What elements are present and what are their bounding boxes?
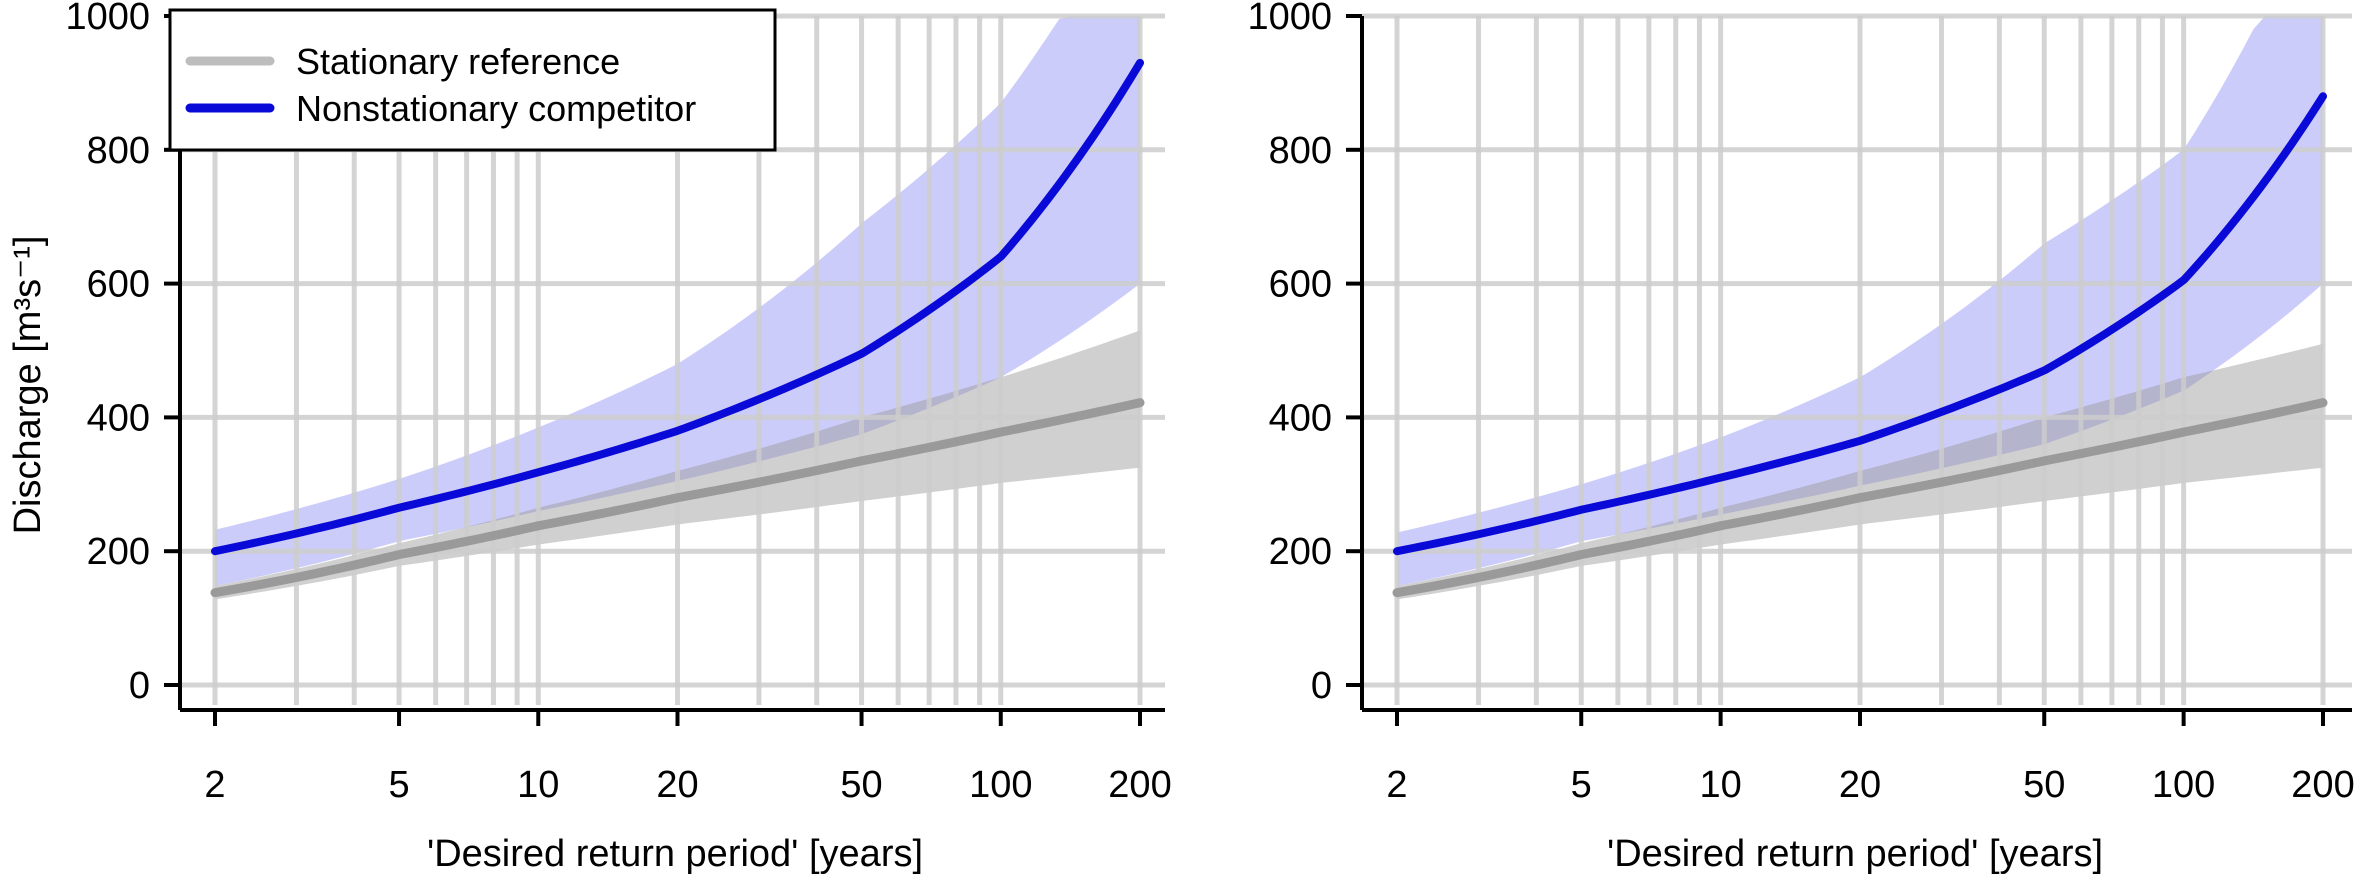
legend-label-stationary: Stationary reference	[296, 41, 620, 82]
y-tick-label: 200	[1269, 531, 1332, 573]
y-tick-label: 0	[1311, 665, 1332, 707]
x-tick-label: 50	[2023, 764, 2065, 806]
x-tick-label: 5	[1571, 764, 1592, 806]
y-axis-title: Discharge [m³s⁻¹]	[7, 236, 49, 535]
x-tick-label: 200	[1108, 764, 1171, 806]
legend-box	[168, 8, 777, 152]
x-tick-label: 5	[388, 764, 409, 806]
chart-panel-right: 0 200 400 600 800 1000 2 5 10 20 50 100 200 'Desired…	[1247, 0, 2354, 875]
line-stationary	[1392, 398, 2328, 598]
x-tick-label: 50	[840, 764, 882, 806]
x-tick-label: 20	[1839, 764, 1881, 806]
y-tick-label: 400	[1269, 397, 1332, 439]
legend-label-nonstationary: Nonstationary competitor	[296, 88, 696, 129]
x-tick-label: 100	[969, 764, 1032, 806]
line-nonstationary	[1393, 92, 2327, 556]
x-tick-label: 10	[517, 764, 559, 806]
line-stationary	[210, 398, 1145, 598]
y-tick-label: 600	[1269, 264, 1332, 306]
band-stationary	[215, 330, 1140, 600]
x-tick-label: 2	[204, 764, 225, 806]
x-tick-label: 10	[1699, 764, 1741, 806]
y-tick-label: 1000	[65, 0, 150, 38]
x-axis-title: 'Desired return period' [years]	[427, 833, 923, 875]
x-axis-title: 'Desired return period' [years]	[1607, 833, 2103, 875]
y-tick-label: 1000	[1247, 0, 1332, 38]
y-tick-label: 400	[87, 397, 150, 439]
y-tick-label: 600	[87, 264, 150, 306]
chart-panel-left: 0 200 400 600 800 1000 2 5 10 20 50 100 200 'Desired…	[7, 0, 1172, 875]
line-nonstationary	[211, 58, 1144, 556]
grid-lines	[1362, 13, 2352, 705]
series-lines	[1392, 92, 2328, 598]
grid-lines	[180, 13, 1165, 705]
tick-labels: 0 200 400 600 800 1000 2 5 10 20 50 100 200	[65, 0, 1171, 806]
y-tick-label: 800	[87, 130, 150, 172]
x-tick-label: 2	[1386, 764, 1407, 806]
legend: Stationary reference Nonstationary compe…	[168, 8, 777, 152]
axes	[1346, 14, 2352, 726]
series-lines	[210, 58, 1145, 598]
x-tick-label: 200	[2291, 764, 2354, 806]
tick-labels: 0 200 400 600 800 1000 2 5 10 20 50 100 200	[1247, 0, 2354, 806]
y-tick-label: 200	[87, 531, 150, 573]
y-tick-label: 800	[1269, 130, 1332, 172]
x-tick-label: 20	[656, 764, 698, 806]
x-tick-label: 100	[2152, 764, 2215, 806]
y-tick-label: 0	[129, 665, 150, 707]
